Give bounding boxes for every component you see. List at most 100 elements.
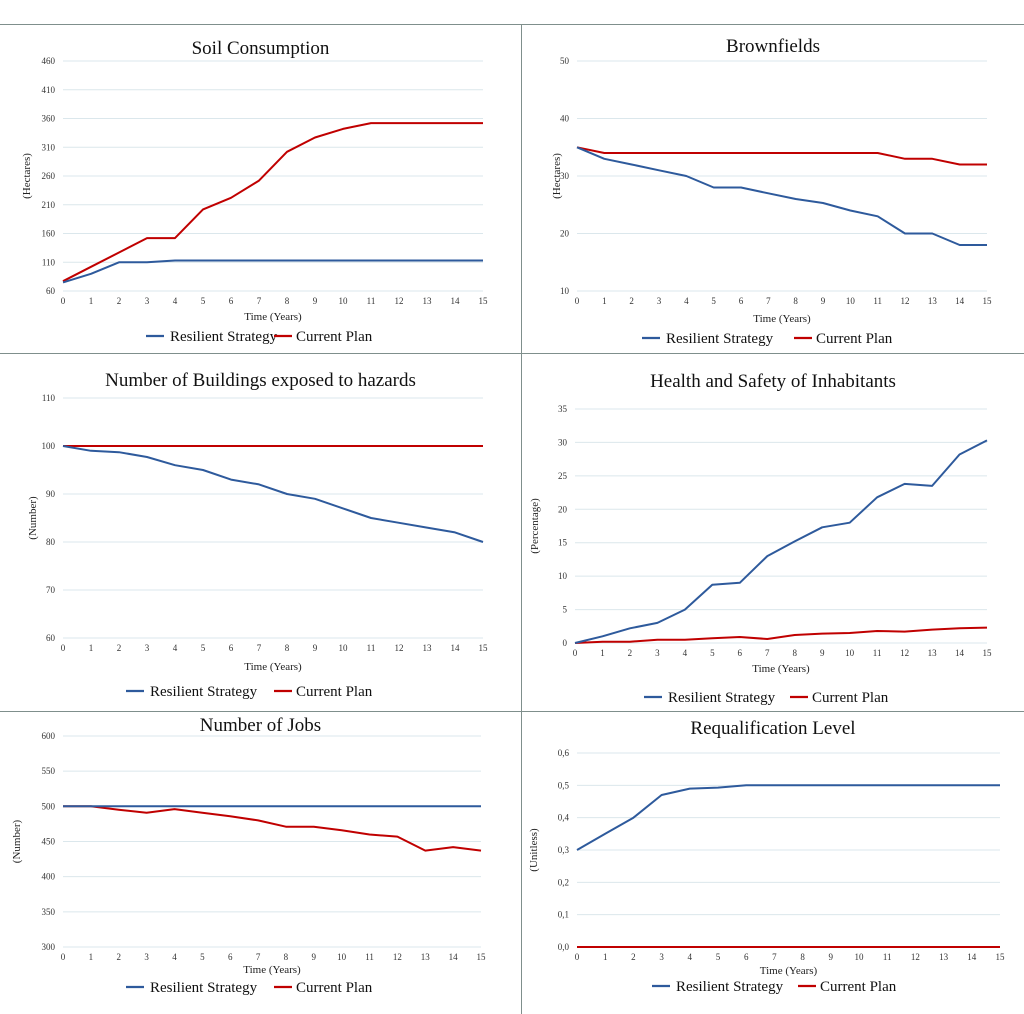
x-tick-label: 4: [684, 296, 689, 306]
x-tick-label: 15: [477, 952, 487, 962]
x-tick-label: 5: [200, 952, 205, 962]
x-tick-label: 0: [575, 296, 580, 306]
y-tick-label: 160: [42, 229, 56, 239]
x-tick-label: 3: [145, 296, 150, 306]
x-tick-label: 3: [659, 952, 664, 962]
x-tick-label: 12: [901, 296, 910, 306]
chart-panel-number-of-jobs: Number of Jobs 300 350 400 450 500 550 600 0 1 2 3 4…: [0, 712, 521, 1014]
x-tick-label: 8: [800, 952, 805, 962]
x-tick-label: 11: [365, 952, 374, 962]
legend-label-current: Current Plan: [296, 329, 373, 345]
x-tick-label: 11: [883, 952, 892, 962]
y-tick-label: 30: [558, 437, 568, 447]
y-axis-label: (Number): [11, 819, 23, 863]
x-tick-label: 5: [716, 952, 721, 962]
x-tick-label: 1: [603, 952, 608, 962]
x-tick-label: 5: [201, 296, 206, 306]
x-tick-label: 13: [423, 296, 433, 306]
x-axis-label: Time (Years): [753, 313, 811, 325]
x-tick-label: 11: [367, 643, 376, 653]
legend-label-resilient: Resilient Strategy: [666, 331, 774, 347]
x-tick-label: 14: [451, 296, 461, 306]
y-tick-label: 20: [558, 504, 568, 514]
x-tick-label: 13: [928, 648, 938, 658]
chart-panel-soil-consumption: Soil Consumption 60 110 160 210 260 310 360 410 4…: [0, 25, 521, 353]
y-tick-label: 90: [46, 489, 56, 499]
y-tick-label: 310: [42, 142, 56, 152]
x-tick-label: 4: [173, 643, 178, 653]
x-tick-label: 3: [145, 643, 150, 653]
y-tick-label: 100: [42, 441, 56, 451]
series-line-resilient: [62, 259, 483, 284]
x-tick-label: 4: [688, 952, 693, 962]
x-tick-label: 8: [285, 643, 290, 653]
chart-title: Requalification Level: [690, 718, 855, 739]
x-tick-label: 10: [855, 952, 865, 962]
y-axis-label: (Hectares): [21, 153, 33, 199]
legend-label-current: Current Plan: [296, 684, 373, 700]
x-tick-label: 9: [313, 296, 318, 306]
legend-label-current: Current Plan: [296, 980, 373, 996]
x-axis-label: Time (Years): [752, 663, 810, 675]
y-tick-label: 10: [558, 571, 568, 581]
y-tick-label: 35: [558, 404, 568, 414]
x-tick-label: 1: [89, 643, 94, 653]
y-tick-label: 0,3: [558, 845, 570, 855]
y-tick-label: 25: [558, 471, 568, 481]
x-tick-label: 0: [61, 952, 66, 962]
y-tick-label: 15: [558, 538, 568, 548]
series-line-resilient: [576, 146, 987, 246]
x-tick-label: 14: [449, 952, 459, 962]
x-tick-label: 4: [683, 648, 688, 658]
x-tick-label: 7: [256, 952, 261, 962]
x-tick-label: 9: [829, 952, 834, 962]
x-tick-label: 7: [765, 648, 770, 658]
x-tick-label: 8: [285, 296, 290, 306]
chart-buildings-exposed: Number of Buildings exposed to hazards60…: [27, 370, 488, 700]
y-tick-label: 5: [563, 605, 568, 615]
series-line-resilient: [62, 445, 484, 543]
y-tick-label: 460: [42, 56, 56, 66]
y-tick-label: 40: [560, 114, 570, 124]
x-tick-label: 3: [144, 952, 149, 962]
chart-title: Health and Safety of Inhabitants: [650, 371, 896, 392]
x-tick-label: 9: [312, 952, 317, 962]
x-tick-label: 13: [939, 952, 949, 962]
x-tick-label: 11: [873, 648, 882, 658]
x-tick-label: 1: [89, 952, 94, 962]
y-tick-label: 350: [42, 907, 56, 917]
legend-label-resilient: Resilient Strategy: [668, 690, 776, 706]
x-tick-label: 4: [172, 952, 177, 962]
y-tick-label: 500: [42, 801, 56, 811]
x-tick-label: 12: [393, 952, 402, 962]
x-tick-label: 2: [628, 648, 633, 658]
series-line-resilient: [574, 439, 988, 644]
y-tick-label: 0,5: [558, 780, 570, 790]
x-tick-label: 3: [657, 296, 662, 306]
x-tick-label: 14: [955, 296, 965, 306]
chart-title: Brownfields: [726, 36, 820, 57]
x-tick-label: 9: [821, 296, 826, 306]
y-axis-label: (Hectares): [551, 153, 563, 199]
y-tick-label: 30: [560, 171, 570, 181]
x-tick-label: 8: [792, 648, 797, 658]
x-tick-label: 4: [173, 296, 178, 306]
chart-panel-brownfields: Brownfields 10 20 30 40 50 0 1 2 3 4 5 6 7 8 9 10 11 12 13 1…: [522, 25, 1024, 353]
y-tick-label: 50: [560, 56, 570, 66]
y-tick-label: 300: [42, 942, 56, 952]
x-tick-label: 12: [395, 643, 404, 653]
x-tick-label: 11: [367, 296, 376, 306]
x-tick-label: 2: [631, 952, 636, 962]
series-line-current: [574, 626, 988, 644]
x-tick-label: 2: [629, 296, 634, 306]
chart-panel-buildings-exposed: Number of Buildings exposed to hazards 60…: [0, 354, 521, 711]
x-axis-label: Time (Years): [760, 965, 818, 977]
x-tick-label: 9: [313, 643, 318, 653]
x-tick-label: 9: [820, 648, 825, 658]
y-axis-label: (Number): [27, 496, 39, 540]
frame-middle-divider: [521, 24, 522, 1014]
x-tick-label: 7: [772, 952, 777, 962]
y-tick-label: 260: [42, 171, 56, 181]
x-tick-label: 10: [846, 296, 856, 306]
